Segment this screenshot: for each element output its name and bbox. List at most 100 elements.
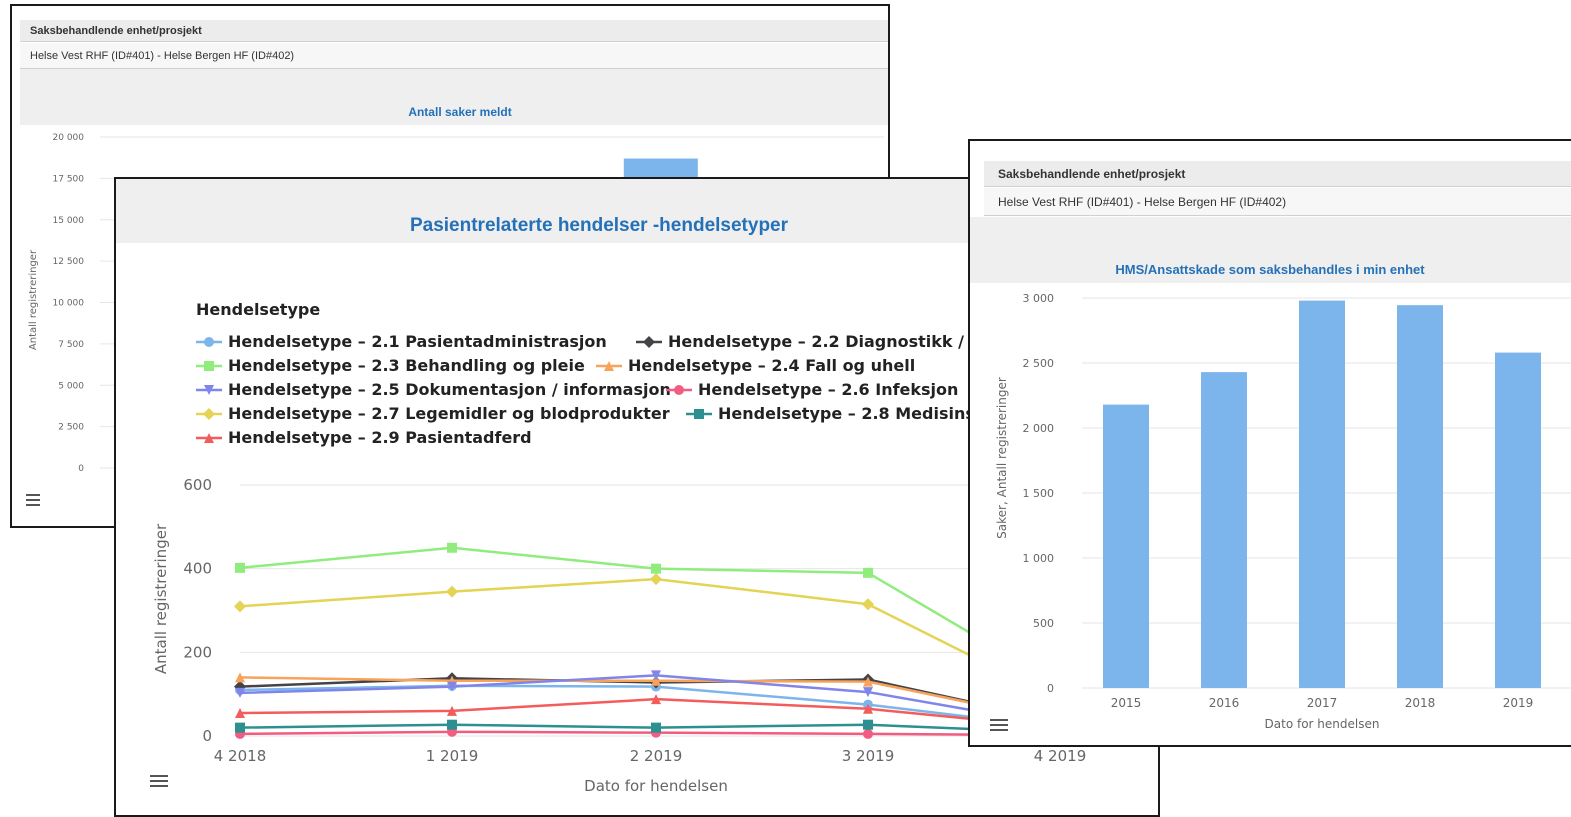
- header-label: Saksbehandlende enhet/prosjekt: [20, 20, 888, 42]
- x-tick-label: 2015: [1111, 696, 1142, 710]
- y-tick-label: 500: [1033, 617, 1054, 630]
- data-point: [651, 694, 661, 705]
- y-tick-label: 0: [1047, 682, 1054, 695]
- legend-item-label: Hendelsetype – 2.8 Medisinsk: [718, 404, 986, 423]
- data-point: [651, 563, 661, 574]
- x-tick-label: 2017: [1307, 696, 1338, 710]
- data-point: [651, 722, 661, 733]
- hamburger-menu-icon[interactable]: [150, 775, 168, 790]
- bar: [1201, 372, 1247, 688]
- y-tick-label: 400: [183, 560, 212, 578]
- y-tick-label: 12 500: [53, 257, 85, 267]
- data-point: [862, 598, 874, 611]
- legend-symbol-marker: [204, 433, 214, 443]
- y-axis-label: Antall registreringer: [28, 249, 39, 350]
- data-point: [863, 676, 873, 687]
- chart-title: HMS/Ansattskade som saksbehandles i min …: [1115, 262, 1425, 277]
- legend-item-label: Hendelsetype – 2.1 Pasientadministrasjon: [228, 332, 607, 351]
- legend-symbol-marker: [604, 361, 614, 371]
- series-line: [239, 730, 1061, 737]
- legend-symbol-marker: [204, 337, 214, 347]
- y-tick-label: 3 000: [1023, 292, 1055, 305]
- y-tick-label: 600: [183, 476, 212, 494]
- legend-symbol-marker: [674, 385, 684, 395]
- hamburger-menu-icon[interactable]: [26, 494, 40, 509]
- legend-item-label: Hendelsetype – 2.3 Behandling og pleie: [228, 356, 585, 375]
- x-tick-label: 2 2019: [630, 747, 683, 765]
- data-point: [447, 719, 457, 730]
- data-point: [447, 542, 457, 553]
- bar: [1495, 352, 1541, 688]
- y-tick-label: 0: [78, 464, 84, 474]
- chart-panel-hms: Saksbehandlende enhet/prosjekt Helse Ves…: [968, 139, 1571, 747]
- data-point: [447, 681, 457, 692]
- data-point: [863, 728, 873, 739]
- y-tick-label: 2 500: [58, 423, 84, 433]
- data-point: [863, 719, 873, 730]
- data-point: [446, 585, 458, 598]
- data-point: [651, 670, 661, 681]
- header-value: Helse Vest RHF (ID#401) - Helse Bergen H…: [984, 188, 1571, 216]
- data-point: [447, 705, 457, 716]
- y-tick-label: 200: [183, 643, 212, 661]
- legend-item-label: Hendelsetype – 2.7 Legemidler og blodpro…: [228, 404, 670, 423]
- x-tick-label: 4 2019: [1034, 747, 1087, 765]
- y-tick-label: 2 500: [1023, 357, 1055, 370]
- line-chart-hendelsetyper: Hendelsetype Antall registreringer Dato …: [152, 300, 1158, 795]
- header-label: Saksbehandlende enhet/prosjekt: [984, 161, 1571, 187]
- bar: [1103, 404, 1149, 688]
- x-tick-label: 2016: [1209, 696, 1240, 710]
- chart-title-band: Antall saker meldt: [20, 69, 888, 125]
- header-value: Helse Vest RHF (ID#401) - Helse Bergen H…: [20, 43, 888, 69]
- y-tick-label: 2 000: [1023, 422, 1055, 435]
- data-point: [235, 562, 245, 573]
- data-point: [650, 573, 662, 586]
- data-point: [651, 675, 661, 686]
- bar-chart-hms: Saker, Antall registreringer Dato for he…: [995, 292, 1571, 731]
- data-point: [235, 687, 245, 698]
- y-tick-label: 20 000: [53, 133, 85, 143]
- y-tick-label: 15 000: [53, 216, 85, 226]
- x-tick-label: 2019: [1503, 696, 1534, 710]
- y-axis-label: Saker, Antall registreringer: [995, 377, 1009, 539]
- hamburger-menu-icon[interactable]: [990, 719, 1008, 734]
- x-axis-label: Dato for hendelsen: [584, 777, 728, 795]
- chart-title: Pasientrelaterte hendelser -hendelsetype…: [409, 215, 789, 236]
- x-tick-label: 1 2019: [426, 747, 479, 765]
- chart-title: Antall saker meldt: [408, 105, 512, 119]
- legend-item-label: Hendelsetype – 2.2 Diagnostikk / utr: [668, 332, 997, 351]
- legend-symbol-marker: [643, 336, 655, 348]
- chart-title-band: HMS/Ansattskade som saksbehandles i min …: [970, 217, 1571, 283]
- legend-item-label: Hendelsetype – 2.9 Pasientadferd: [228, 428, 532, 447]
- y-tick-label: 7 500: [58, 340, 84, 350]
- legend-item-label: Hendelsetype – 2.5 Dokumentasjon / infor…: [228, 380, 671, 399]
- bar: [1299, 300, 1345, 688]
- data-point: [863, 703, 873, 714]
- legend-symbol-marker: [204, 385, 214, 395]
- y-tick-label: 5 000: [58, 381, 84, 391]
- y-tick-label: 0: [202, 727, 212, 745]
- data-point: [863, 567, 873, 578]
- data-point: [863, 687, 873, 698]
- legend-symbol-marker: [694, 409, 704, 419]
- x-tick-label: 3 2019: [842, 747, 895, 765]
- data-point: [235, 722, 245, 733]
- legend-title: Hendelsetype: [196, 300, 320, 319]
- legend-symbol-marker: [204, 361, 214, 371]
- series-line: [239, 684, 1061, 729]
- y-tick-label: 17 500: [53, 174, 85, 184]
- legend-symbol-marker: [203, 408, 215, 420]
- data-point: [235, 672, 245, 683]
- legend-item-label: Hendelsetype – 2.4 Fall og uhell: [628, 356, 915, 375]
- x-tick-label: 4 2018: [214, 747, 267, 765]
- x-tick-label: 2018: [1405, 696, 1436, 710]
- legend-item-label: Hendelsetype – 2.6 Infeksjon: [698, 380, 958, 399]
- y-tick-label: 10 000: [53, 299, 85, 309]
- y-tick-label: 1 500: [1023, 487, 1055, 500]
- y-axis-label: Antall registreringer: [152, 523, 170, 674]
- x-axis-label: Dato for hendelsen: [1265, 717, 1380, 731]
- data-point: [234, 600, 246, 613]
- bar: [1397, 305, 1443, 688]
- y-tick-label: 1 000: [1023, 552, 1055, 565]
- data-point: [235, 707, 245, 718]
